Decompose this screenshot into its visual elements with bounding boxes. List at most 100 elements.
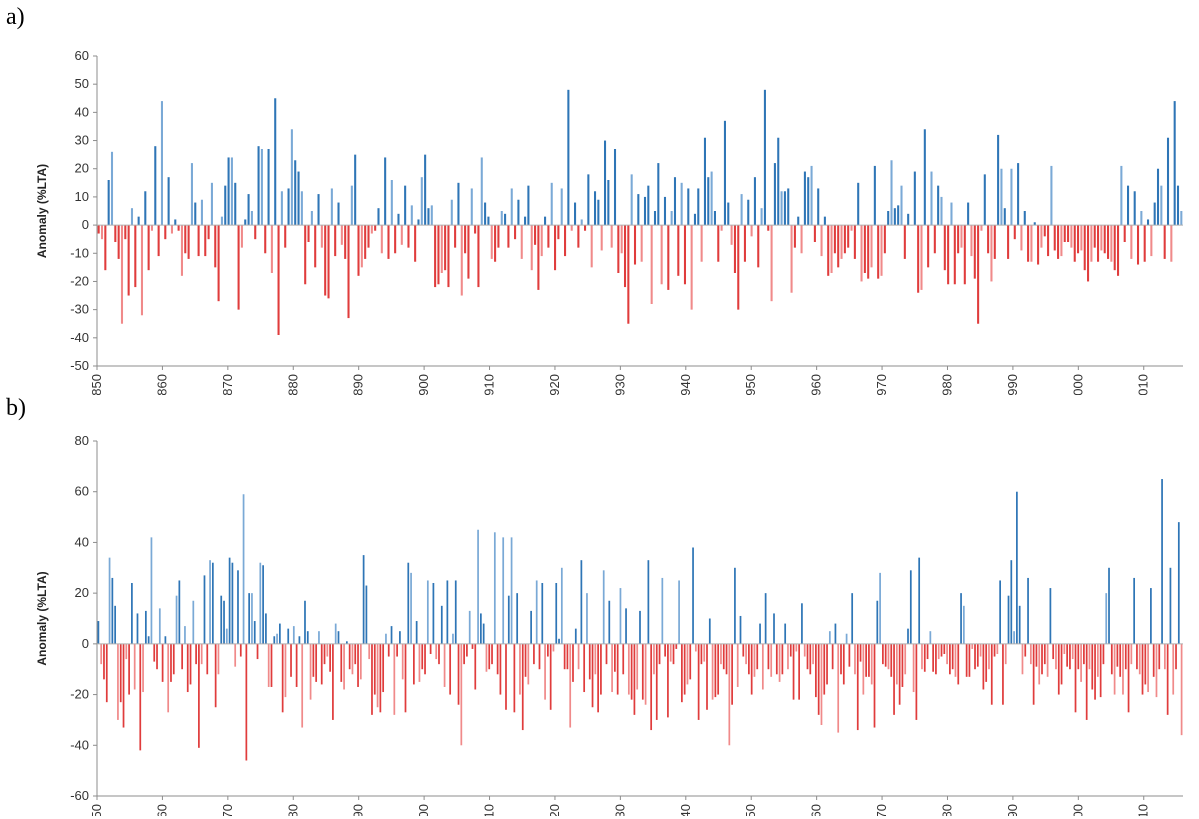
bar-negative [444,225,447,271]
bar-positive [174,219,177,226]
bar-negative [831,643,834,670]
bar-negative [214,643,217,708]
bar-positive [107,180,110,226]
bar-negative [681,643,683,703]
bar-negative [806,643,809,670]
bar-negative [491,643,493,665]
bar-negative [167,643,170,713]
bar-positive [510,537,513,644]
bar-negative [833,225,836,254]
bar-positive [137,216,140,226]
bar-positive [637,194,640,226]
bar-negative [449,643,452,695]
y-tick-label: -60 [70,788,89,803]
bar-negative [714,643,717,698]
bar-positive [390,180,393,226]
bar-negative [344,225,347,259]
bar-positive [807,177,810,226]
bar-negative [1107,225,1110,259]
bar-negative [1110,643,1113,675]
bar-negative [513,643,516,713]
bar-positive [354,154,357,226]
bar-negative [277,225,280,335]
bar-positive [1010,168,1013,226]
bar-negative [1060,225,1063,257]
bar-negative [368,643,371,660]
bar-negative [1170,225,1173,262]
bar-negative [474,225,477,234]
bar-positive [108,557,111,644]
bar-positive [294,160,297,226]
bar-negative [329,643,331,672]
bar-negative [957,225,960,254]
bar-positive [1140,211,1143,226]
bar-negative [460,225,463,296]
bar-positive [887,211,890,226]
bar-negative [547,225,550,248]
bar-positive [1108,567,1110,644]
y-tick-label: -40 [70,330,89,345]
bar-negative [627,643,630,695]
bar-negative [396,643,398,657]
bar-negative [254,225,257,240]
bar-negative [237,225,240,310]
bar-positive [385,633,387,644]
bar-negative [757,225,760,268]
bar-negative [466,643,468,657]
bar-negative [644,643,647,705]
bar-negative [552,643,555,652]
x-tick-label: 1920 [547,804,562,816]
bar-negative [1127,643,1130,713]
bar-negative [843,225,846,254]
bar-negative [584,225,587,231]
bar-negative [728,643,731,746]
bar-negative [1073,225,1076,262]
bar-positive [544,216,547,226]
bar-negative [443,643,446,687]
bar-positive [1000,168,1003,226]
bar-positive [230,157,233,226]
bar-positive [504,213,507,226]
bar-negative [877,225,880,279]
bar-negative [1055,643,1057,670]
bar-positive [937,185,940,226]
bar-negative [960,225,963,248]
bar-negative [343,643,345,690]
bar-positive [517,199,520,226]
bar-positive [1180,211,1183,226]
bar-negative [830,225,833,273]
bar-positive [1177,522,1180,644]
bar-negative [880,225,883,276]
bar-negative [320,225,323,248]
bar-negative [1150,225,1153,257]
bar-negative [1088,643,1091,670]
bar-negative [1043,643,1046,665]
bar-positive [950,202,953,226]
bar-positive [1010,560,1013,644]
bar-negative [1002,643,1004,705]
bar-negative [750,643,753,695]
bar-positive [580,560,583,644]
bar-positive [167,177,170,226]
bar-positive [417,219,420,226]
bar-negative [1021,643,1024,675]
panel-label-a: a) [6,4,25,30]
bar-negative [870,643,873,685]
bar-positive [897,205,900,226]
bar-negative [134,225,137,288]
bar-negative [583,643,586,693]
bar-negative [1117,225,1120,276]
bar-negative [554,225,557,271]
bar-negative [660,225,663,285]
bar-positive [643,196,647,226]
bar-negative [270,643,273,687]
bar-positive [851,593,854,644]
bar-positive [647,185,650,226]
bar-negative [588,643,591,680]
bar-positive [507,595,510,644]
bar-negative [177,225,180,231]
bar-negative [1158,643,1161,670]
bar-negative [485,643,488,672]
bar-positive [1160,185,1163,226]
x-tick-label: 1860 [154,804,169,816]
